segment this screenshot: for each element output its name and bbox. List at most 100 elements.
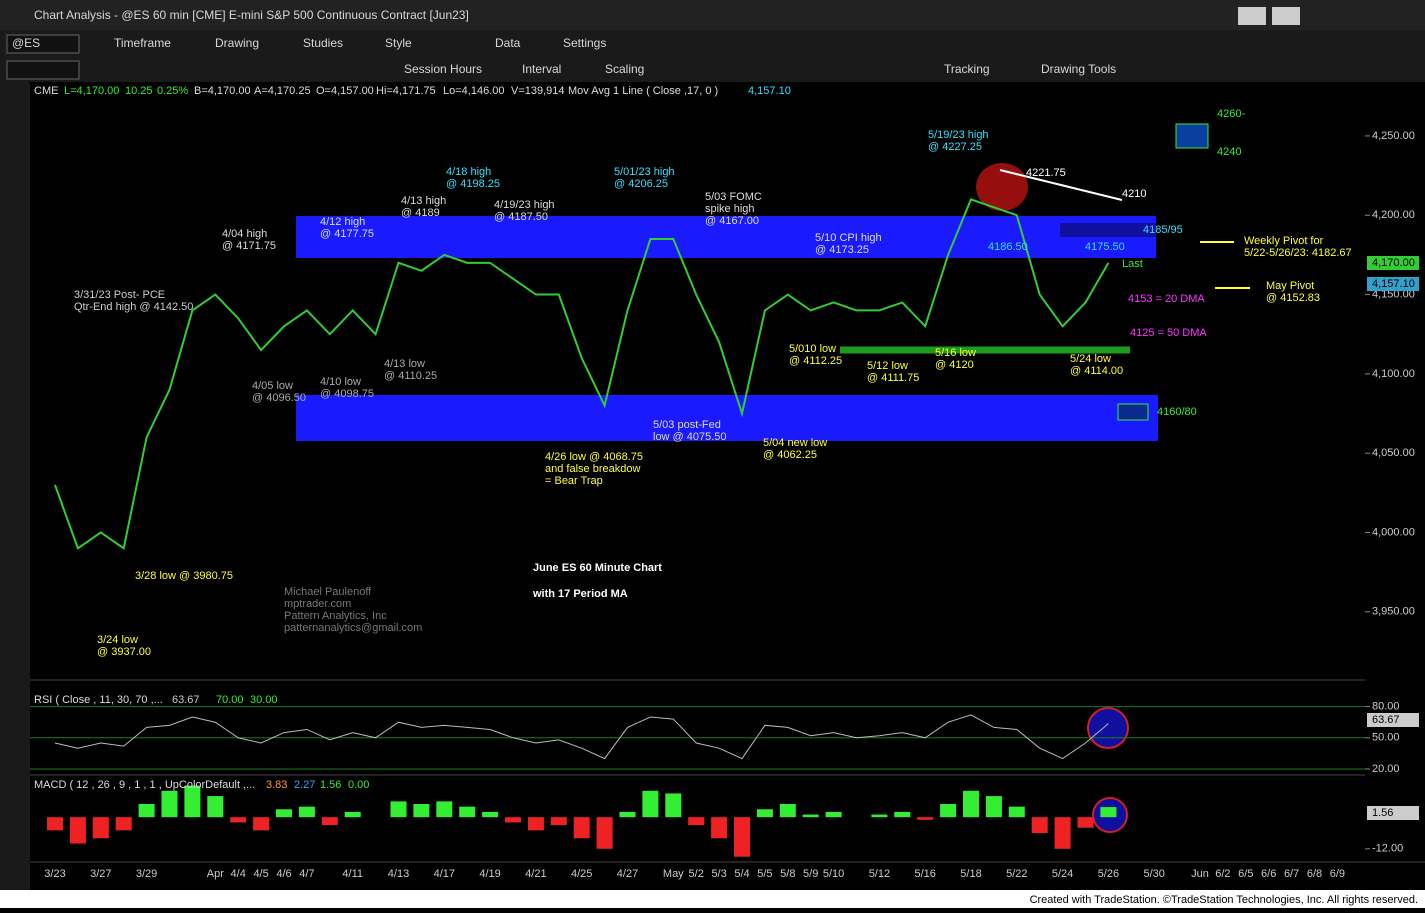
macd-bar [505,817,521,823]
x-tick-label: Apr [207,868,224,880]
macd-bar [756,809,773,818]
annotation: Qtr-End high @ 4142.50 [74,301,193,313]
top-circle [976,163,1028,211]
symbol: @ES [12,36,40,50]
annotation: @ 4096.50 [252,392,306,404]
macd-bar [573,817,590,839]
annotation: @ 4177.75 [320,228,374,240]
toolbar-button[interactable]: Drawing [215,36,259,50]
data-header: Hi=4,171.75 [376,85,436,97]
data-header: V=139,914 [511,85,565,97]
annotation: 5/03 post-Fed [653,419,721,431]
x-tick-label: 6/2 [1215,868,1230,880]
study-value: 0.00 [348,779,369,791]
x-tick-label: 5/24 [1052,868,1073,880]
x-tick-label: 6/7 [1284,868,1299,880]
value-marker-label: 63.67 [1372,714,1400,726]
toolbar-button[interactable]: Studies [303,36,343,50]
x-tick-label: 4/19 [479,868,500,880]
annotation: 4185/95 [1143,224,1183,236]
data-header: A=4,170.25 [254,85,311,97]
s-button[interactable] [1238,7,1266,25]
toolbar-button[interactable]: Settings [563,36,606,50]
x-tick-label: 5/30 [1143,868,1164,880]
toolbar-button[interactable]: Session Hours [404,62,482,76]
annotation: 4/12 high [320,216,365,228]
toolbar-button[interactable]: Drawing Tools [1041,62,1116,76]
annotation: @ 4171.75 [222,240,276,252]
annotation: 3/28 low @ 3980.75 [135,570,233,582]
x-tick-label: 3/29 [136,868,157,880]
x-tick-label: Jun [1191,868,1209,880]
toolbar-button[interactable]: Interval [522,62,561,76]
data-header: Lo=4,146.00 [443,85,504,97]
annotation: 4/13 high [401,195,446,207]
y-tick-label: 4,250.00 [1372,130,1415,142]
annotation: 5/010 low [789,343,836,355]
rsi-circle [1087,707,1129,749]
annotation: 5/03 FOMC [705,191,762,203]
macd-bar [184,785,201,818]
window-title: Chart Analysis - @ES 60 min [CME] E-mini… [34,8,469,22]
annotation: spike high [705,203,755,215]
annotation: @ 4187.50 [494,211,548,223]
x-tick-label: 6/8 [1307,868,1322,880]
support-band [296,395,1158,441]
x-tick-label: 5/9 [803,868,818,880]
last-marker [1367,256,1419,270]
annotation: @ 4112.25 [789,355,842,367]
x-tick-label: 4/21 [525,868,546,880]
study-title: MACD ( 12 , 26 , 9 , 1 , 1 , UpColorDefa… [34,779,255,791]
toolbar-button[interactable]: Scaling [605,62,644,76]
annotation: 4/04 high [222,228,267,240]
macd-bar [413,804,430,818]
annotation: 4210 [1122,188,1146,200]
x-tick-label: 4/4 [231,868,246,880]
x-tick-label: 4/7 [299,868,314,880]
x-tick-label: 4/11 [342,868,363,880]
macd-bar [940,804,957,818]
annotation: @ 4173.25 [815,244,869,256]
data-header: 0.25% [157,85,188,97]
macd-bar [482,811,499,818]
macd-bar [230,817,247,823]
ma-marker [1367,277,1419,291]
macd-bar [1031,817,1048,833]
x-tick-label: 4/13 [388,868,409,880]
annotation: 4125 = 50 DMA [1130,327,1207,339]
annotation: @ 4198.25 [446,178,500,190]
macd-bar [734,817,750,857]
annotation: 5/12 low [867,360,908,372]
data-header: 4,157.10 [748,85,791,97]
toolbar-button[interactable]: Style [385,36,412,50]
value-marker-label: 1.56 [1372,807,1393,819]
i-button[interactable] [1272,7,1300,25]
annotation: 5/22-5/26/23: 4182.67 [1244,247,1352,259]
y-tick-label: 50.00 [1372,732,1400,744]
x-tick-label: 6/5 [1238,868,1253,880]
value-marker [1367,713,1419,727]
annotation: @ 4062.25 [763,449,817,461]
resistance-band [296,216,1156,258]
annotation: 4/13 low [384,358,425,370]
toolbar-button[interactable]: Timeframe [114,36,171,50]
annotation: @ 4114.00 [1070,365,1123,377]
macd-bar [711,817,728,839]
annotation: 4160/80 [1157,406,1197,418]
chart-caption: June ES 60 Minute Chart [533,562,662,574]
price-line [54,198,1110,551]
macd-bar [436,801,453,818]
zone-box [1060,223,1156,237]
interval-box[interactable] [6,60,80,80]
y-tick-label: 4,150.00 [1372,288,1415,300]
annotation: 4/18 high [446,166,491,178]
toolbar-button[interactable]: Data [495,36,521,50]
annotation: @ 4110.25 [384,370,437,382]
symbol-box[interactable] [6,34,80,54]
macd-bar [1054,817,1071,849]
x-tick-label: 4/6 [276,868,291,880]
macd-bar [802,814,819,818]
toolbar-button[interactable]: Tracking [944,62,990,76]
ma-marker-label: 4,157.10 [1372,278,1415,290]
